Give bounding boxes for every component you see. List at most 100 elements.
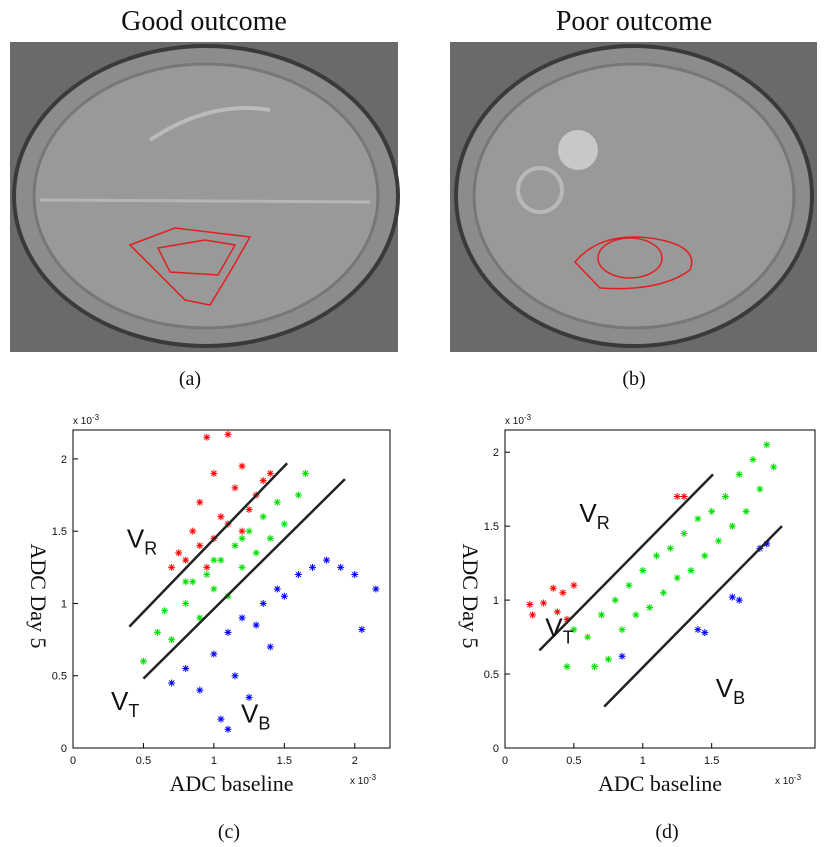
scatter-point (182, 578, 190, 586)
region-subscript: B (733, 688, 745, 708)
scatter-point (632, 611, 640, 619)
x-tick-label: 1 (640, 755, 646, 767)
y-axis-label: ADC Day 5 (26, 543, 51, 648)
scatter-point (154, 628, 162, 636)
threshold-line (538, 473, 714, 652)
scatter-point (217, 556, 225, 564)
scatter-point (196, 498, 204, 506)
panel-title: Good outcome (121, 6, 287, 37)
y-axis-label: ADC Day 5 (458, 543, 483, 648)
scatter-point (351, 571, 359, 579)
scatter-point (203, 563, 211, 571)
scatter-point (756, 485, 764, 493)
y-tick-label: 1.5 (52, 526, 67, 538)
scatter-point (259, 599, 267, 607)
scatter-point (597, 611, 605, 619)
scatter-point (570, 581, 578, 589)
multiplier-base: x 10 (775, 776, 794, 787)
scatter-point (139, 657, 147, 665)
scatter-point (266, 469, 274, 477)
x-tick-label: 1.5 (704, 755, 719, 767)
x-axis-label: ADC baseline (598, 771, 722, 796)
scatter-point (273, 585, 281, 593)
scatter-point (231, 542, 239, 550)
scatter-point (625, 581, 633, 589)
x-multiplier: x 10-3 (350, 773, 377, 787)
scatter-point (182, 556, 190, 564)
scatter-point (540, 599, 548, 607)
scatter-point (273, 498, 281, 506)
plot-frame (72, 429, 391, 749)
y-tick-label: 0.5 (484, 669, 499, 681)
scatter-point (680, 530, 688, 538)
scatter-point (259, 513, 267, 521)
plot-frame (504, 429, 816, 749)
x-tick-label: 2 (352, 755, 358, 767)
scatter-point (673, 493, 681, 501)
scatter-point (182, 599, 190, 607)
scatter-point (231, 672, 239, 680)
scatter-point (653, 552, 661, 560)
scatter-point (372, 585, 380, 593)
scatter-point (210, 585, 218, 593)
region-subscript: T (563, 628, 574, 648)
region-subscript: R (597, 513, 610, 533)
scatter-point (196, 542, 204, 550)
mri-image (10, 42, 400, 352)
scatter-point (570, 626, 578, 634)
scatter-point (259, 477, 267, 485)
threshold-line (142, 478, 346, 680)
multiplier-base: x 10 (73, 416, 92, 427)
scatter-point (252, 549, 260, 557)
scatter-point (584, 633, 592, 641)
scatter-point (526, 601, 534, 609)
scatter-point (553, 608, 561, 616)
scatter-point (266, 534, 274, 542)
scatter-point (168, 679, 176, 687)
scatter-point (182, 665, 190, 672)
x-tick-label: 0.5 (566, 755, 581, 767)
scatter-point (591, 663, 599, 671)
panel-caption: (a) (179, 368, 201, 390)
scatter-point (309, 563, 317, 571)
scatter-point (639, 567, 647, 575)
scatter-point (203, 433, 211, 441)
region-letter: V (241, 699, 259, 729)
scatter-point (323, 556, 331, 564)
scatter-point (694, 626, 702, 634)
scatter-point (666, 544, 674, 552)
scatter-point (701, 629, 709, 637)
x-tick-label: 0 (502, 755, 508, 767)
scatter-point (189, 527, 197, 535)
scatter-point (763, 540, 771, 548)
scatter-point (203, 571, 211, 579)
scatter-point (217, 513, 225, 521)
scatter-point (280, 520, 288, 528)
multiplier-exponent: -3 (794, 773, 802, 782)
scatter-point (168, 563, 176, 571)
region-subscript: R (144, 539, 157, 559)
scatter-point (252, 621, 260, 629)
multiplier-exponent: -3 (524, 413, 532, 422)
multiplier-exponent: -3 (369, 773, 377, 782)
scatter-point (238, 534, 246, 542)
scatter-point (224, 430, 232, 438)
region-letter: V (127, 524, 145, 554)
scatter-point (721, 493, 729, 501)
scatter-point (238, 563, 246, 571)
scatter-point (694, 515, 702, 523)
scatter-point (646, 603, 654, 611)
region-letter: V (579, 498, 597, 528)
multiplier-exponent: -3 (92, 413, 100, 422)
scatter-point (280, 592, 288, 600)
scatter-point (358, 625, 366, 633)
x-tick-label: 0.5 (136, 755, 151, 767)
scatter-point (196, 614, 204, 622)
panel-title: Poor outcome (556, 6, 712, 37)
scatter-point (161, 607, 169, 615)
scatter-point (611, 596, 619, 604)
scatter-point (210, 556, 218, 564)
region-letter: V (716, 673, 734, 703)
